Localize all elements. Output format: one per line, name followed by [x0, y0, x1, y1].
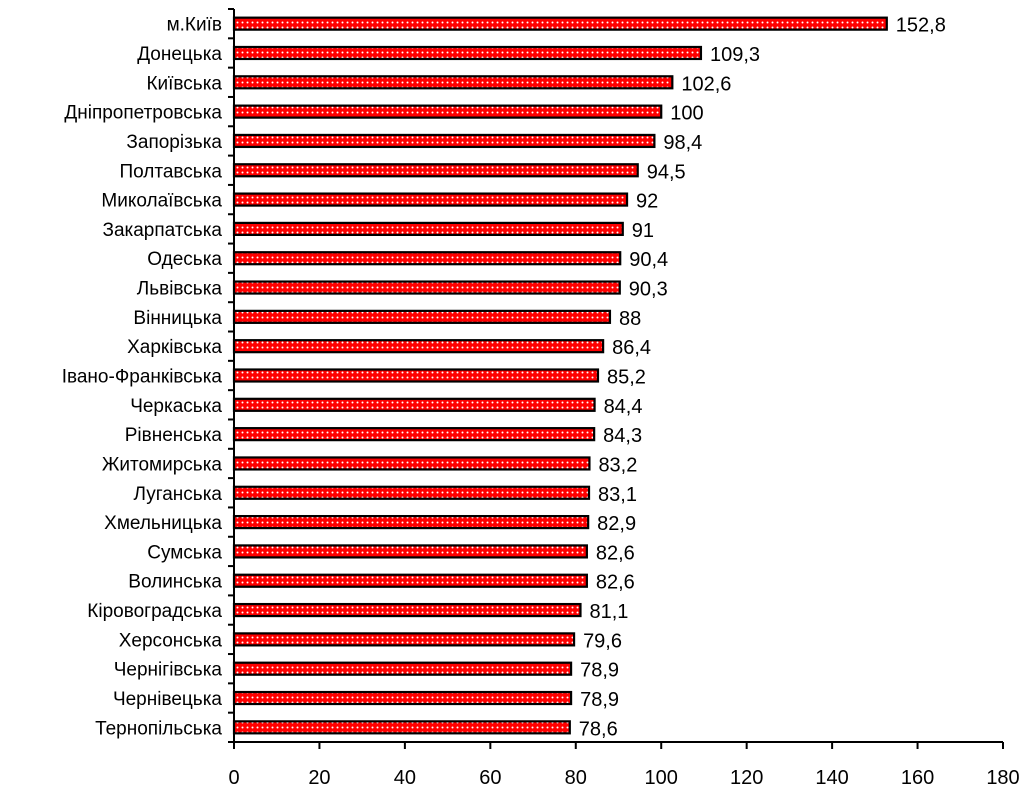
- category-label: Львівська: [137, 279, 223, 300]
- value-label: 100: [670, 103, 703, 125]
- category-label: Кіровоградська: [87, 601, 222, 622]
- value-label: 92: [636, 191, 658, 213]
- category-label: м.Київ: [167, 15, 222, 36]
- bar: [232, 661, 573, 676]
- value-label: 94,5: [647, 161, 686, 183]
- category-label: Миколаївська: [101, 191, 222, 212]
- bar: [232, 280, 621, 295]
- x-tick-label: 160: [901, 767, 934, 789]
- category-label: Запорізька: [126, 132, 222, 153]
- category-label: Полтавська: [119, 161, 222, 182]
- category-label: Тернопільська: [95, 718, 222, 739]
- value-label: 78,6: [579, 718, 618, 740]
- x-tick-label: 60: [479, 767, 501, 789]
- value-label: 83,1: [598, 484, 637, 506]
- bar: [232, 221, 624, 236]
- bar: [232, 104, 663, 119]
- value-label: 82,9: [597, 513, 636, 535]
- x-tick-label: 80: [565, 767, 587, 789]
- category-label: Одеська: [147, 249, 222, 270]
- x-tick-label: 100: [645, 767, 678, 789]
- category-label: Дніпропетровська: [64, 103, 222, 124]
- value-label: 78,9: [580, 689, 619, 711]
- x-tick-label: 20: [308, 767, 330, 789]
- value-label: 102,6: [681, 73, 731, 95]
- value-label: 86,4: [612, 337, 651, 359]
- bar: [232, 16, 888, 31]
- bar: [232, 75, 674, 90]
- bar: [232, 720, 571, 735]
- bar: [232, 514, 590, 530]
- category-label: Черкаська: [130, 396, 222, 417]
- category-label: Волинська: [128, 572, 222, 593]
- bar: [232, 456, 591, 471]
- value-label: 85,2: [607, 367, 646, 389]
- value-label: 81,1: [589, 601, 628, 623]
- bar: [232, 339, 605, 354]
- category-label: Рівненська: [125, 425, 223, 446]
- bar: [232, 690, 573, 706]
- bar: [232, 251, 622, 266]
- bar: [232, 602, 582, 618]
- value-label: 84,4: [604, 396, 643, 418]
- category-label: Закарпатська: [102, 220, 222, 241]
- bar: [232, 573, 588, 588]
- value-label: 90,3: [629, 279, 668, 301]
- value-label: 84,3: [603, 425, 642, 447]
- bars-group: 152,8 109,3 102,6 100 98,4 94,5 92 91 90,4 90,3 88…: [232, 15, 946, 740]
- value-label: 82,6: [596, 572, 635, 594]
- bar: [232, 632, 576, 647]
- x-axis: 0 20 40 60 80 100 120 140 160 180: [228, 741, 1020, 789]
- bar: [232, 368, 600, 383]
- category-label: Житомирська: [102, 454, 223, 475]
- category-label: Київська: [146, 73, 222, 94]
- category-label: Сумська: [147, 542, 222, 563]
- x-tick-label: 40: [394, 767, 416, 789]
- category-label: Харківська: [127, 337, 222, 358]
- x-tick-label: 0: [228, 767, 239, 789]
- bar: [232, 485, 591, 500]
- x-tick-label: 140: [815, 767, 848, 789]
- category-label: Луганська: [134, 484, 223, 505]
- category-label: Вінницька: [133, 308, 222, 329]
- value-label: 90,4: [629, 249, 668, 271]
- bar: [232, 544, 588, 559]
- y-axis: м.Київ Донецька Київська Дніпропетровська За…: [62, 8, 235, 743]
- bar: [232, 133, 656, 149]
- bar: [232, 45, 703, 61]
- category-label: Івано-Франківська: [62, 367, 223, 388]
- value-label: 83,2: [598, 454, 637, 476]
- category-label: Херсонська: [119, 630, 223, 651]
- value-label: 88: [619, 308, 641, 330]
- category-label: Чернівецька: [113, 689, 222, 710]
- category-label: Донецька: [137, 44, 222, 65]
- value-label: 109,3: [710, 44, 760, 66]
- value-label: 91: [632, 220, 654, 242]
- x-tick-label: 120: [730, 767, 763, 789]
- bar: [232, 192, 629, 207]
- value-label: 98,4: [663, 132, 702, 154]
- value-label: 79,6: [583, 630, 622, 652]
- category-label: Чернігівська: [114, 660, 223, 681]
- bar: [232, 163, 639, 178]
- category-label: Хмельницька: [104, 513, 222, 534]
- value-label: 78,9: [580, 660, 619, 682]
- value-label: 82,6: [596, 542, 635, 564]
- bar: [232, 427, 596, 442]
- bar: [232, 397, 596, 412]
- value-label: 152,8: [896, 15, 946, 37]
- x-tick-label: 180: [986, 767, 1019, 789]
- bar: [232, 309, 612, 324]
